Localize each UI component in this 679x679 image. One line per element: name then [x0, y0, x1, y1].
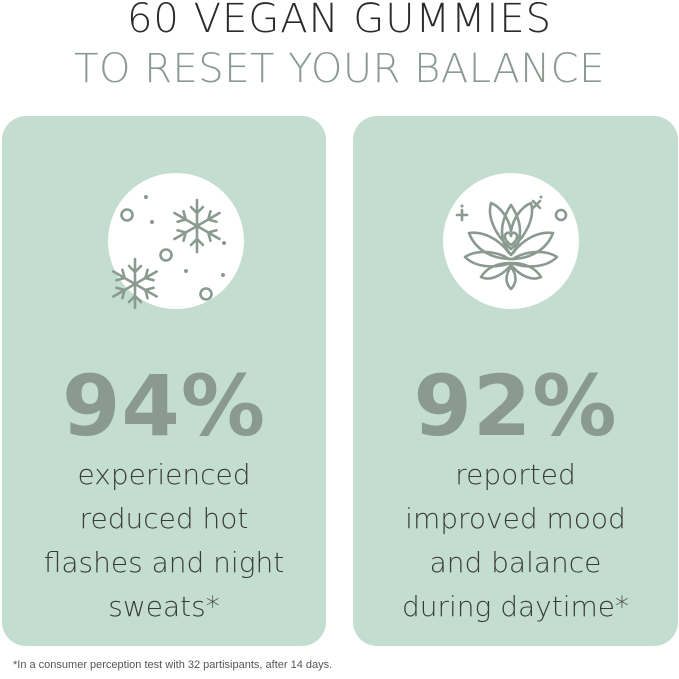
footnote: *In a consumer perception test with 32 p… [13, 659, 332, 671]
snowflake-icon [108, 173, 244, 309]
description-line: experienced [2, 453, 326, 497]
description-line: and balance [353, 541, 678, 585]
stat-value: 92% [353, 356, 678, 456]
icon-badge [443, 173, 579, 309]
headline-subtitle: TO RESET YOUR BALANCE [0, 46, 679, 92]
stat-card-mood: 92% reported improved mood and balance d… [353, 116, 678, 646]
lotus-icon [443, 173, 579, 309]
stat-card-hot-flashes: 94% experienced reduced hot flashes and … [2, 116, 326, 646]
description-line: reported [353, 453, 678, 497]
stat-value: 94% [2, 356, 326, 456]
stat-description: experienced reduced hot flashes and nigh… [2, 453, 326, 629]
description-line: flashes and night [2, 541, 326, 585]
description-line: sweats* [2, 585, 326, 629]
description-line: improved mood [353, 497, 678, 541]
description-line: reduced hot [2, 497, 326, 541]
stat-description: reported improved mood and balance durin… [353, 453, 678, 629]
icon-badge [108, 173, 244, 309]
description-line: during daytime* [353, 585, 678, 629]
headline-title: 60 VEGAN GUMMIES [0, 0, 679, 42]
